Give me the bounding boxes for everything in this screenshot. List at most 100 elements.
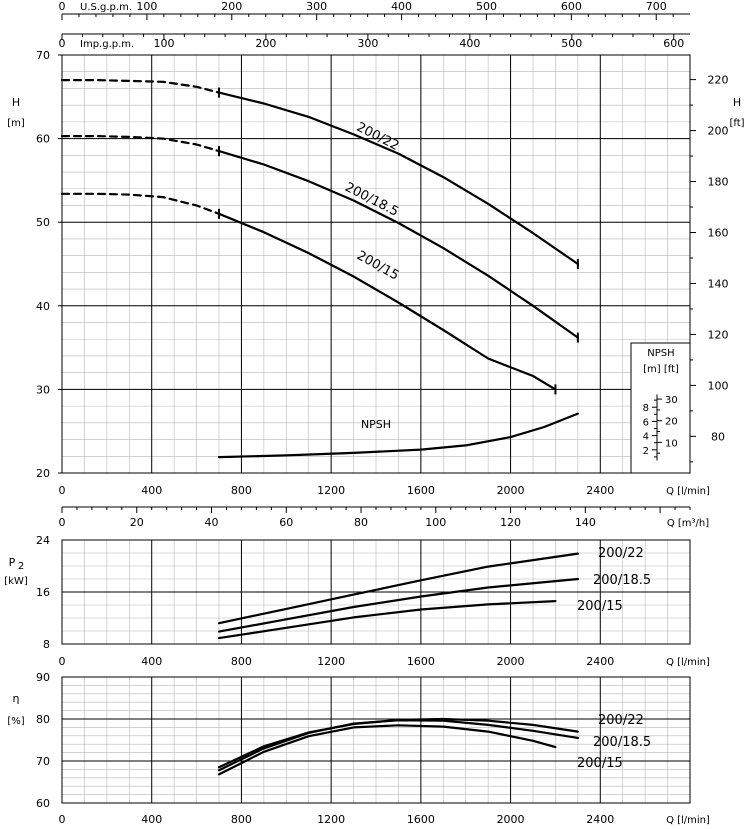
top-axis-tick-label: 600 bbox=[561, 0, 582, 13]
series-line-200/18.5 bbox=[217, 577, 579, 633]
x-tick-label: 1600 bbox=[407, 655, 435, 668]
series-label: 200/22 bbox=[598, 546, 644, 561]
top-axis-label: U.S.g.p.m. bbox=[80, 2, 132, 13]
y-axis-unit: [%] bbox=[7, 716, 24, 727]
x-tick-label: 0 bbox=[59, 655, 66, 668]
m3h-tick-label: 20 bbox=[130, 516, 144, 529]
plot-frame-efficiency bbox=[61, 676, 691, 804]
y-tick-label: 8 bbox=[43, 638, 50, 651]
y-tick-label: 16 bbox=[36, 586, 50, 599]
series-label: 200/15 bbox=[577, 756, 623, 771]
x-axis-label: Q [l/min] bbox=[666, 486, 710, 497]
series-dashed-200/22 bbox=[60, 79, 221, 94]
y-right-tick-label: 200 bbox=[708, 125, 729, 138]
series-line-200/15 bbox=[217, 212, 557, 391]
y-right-axis-label: H bbox=[733, 96, 741, 109]
npsh-inset-ft-label: 30 bbox=[665, 395, 678, 406]
npsh-inset-ft-label: 10 bbox=[665, 438, 678, 449]
m3h-tick-label: 40 bbox=[205, 516, 219, 529]
y-axis-unit: [kW] bbox=[4, 576, 28, 587]
x-axis-label: Q [l/min] bbox=[666, 657, 710, 668]
x-tick-label: 800 bbox=[231, 484, 252, 497]
m3h-tick-label: 140 bbox=[575, 516, 596, 529]
npsh-inset-box bbox=[630, 342, 691, 474]
y-right-tick-label: 140 bbox=[708, 277, 729, 290]
x-tick-label: 0 bbox=[59, 813, 66, 826]
top-axis-tick-label: 100 bbox=[153, 37, 174, 50]
y-tick-label: 20 bbox=[36, 467, 50, 480]
top-axis-tick-label: 400 bbox=[391, 0, 412, 13]
y-axis-label: P bbox=[9, 556, 16, 569]
plot-frame-power bbox=[61, 539, 691, 645]
x-tick-label: 2400 bbox=[586, 813, 614, 826]
x-tick-label: 2000 bbox=[497, 813, 525, 826]
y-tick-label: 70 bbox=[36, 49, 50, 62]
m3h-tick-label: 120 bbox=[500, 516, 521, 529]
x-tick-label: 2400 bbox=[586, 655, 614, 668]
top-axis-tick-label: 700 bbox=[646, 0, 667, 13]
top-axis-tick-label: 0 bbox=[59, 0, 66, 13]
y-tick-label: 70 bbox=[36, 755, 50, 768]
plot-frame-head bbox=[61, 54, 691, 474]
y-tick-label: 60 bbox=[36, 133, 50, 146]
top-axis-label: Imp.g.p.m. bbox=[80, 39, 134, 50]
x-tick-label: 1200 bbox=[317, 813, 345, 826]
x-tick-label: 400 bbox=[141, 484, 162, 497]
series-dashed-200/18.5 bbox=[60, 135, 221, 153]
y-tick-label: 50 bbox=[36, 216, 50, 229]
y-tick-label: 60 bbox=[36, 797, 50, 810]
npsh-inset-m-label: 6 bbox=[643, 417, 649, 428]
series-line-200/22 bbox=[217, 552, 579, 625]
series-line-200/22 bbox=[217, 91, 579, 266]
series-label: 200/15 bbox=[354, 248, 401, 283]
m3h-tick-label: 0 bbox=[59, 516, 66, 529]
series-dashed-200/15 bbox=[60, 192, 221, 215]
x-tick-label: 800 bbox=[231, 655, 252, 668]
x-tick-label: 800 bbox=[231, 813, 252, 826]
x-axis-label: Q [l/min] bbox=[666, 815, 710, 826]
y-axis-label: H bbox=[12, 96, 20, 109]
npsh-inset-m-label: 2 bbox=[643, 446, 649, 457]
y-right-tick-label: 180 bbox=[708, 176, 729, 189]
series-label: 200/15 bbox=[577, 599, 623, 614]
x-tick-label: 1600 bbox=[407, 813, 435, 826]
x-tick-label: 1200 bbox=[317, 655, 345, 668]
top-axis-tick-label: 500 bbox=[476, 0, 497, 13]
x-tick-label: 2400 bbox=[586, 484, 614, 497]
x-tick-label: 400 bbox=[141, 813, 162, 826]
x-tick-label: 400 bbox=[141, 655, 162, 668]
npsh-inset-units: [m] [ft] bbox=[643, 364, 679, 375]
x-tick-label: 2000 bbox=[497, 484, 525, 497]
y-right-axis-unit: [ft] bbox=[729, 118, 744, 129]
y-tick-label: 90 bbox=[36, 671, 50, 684]
top-axis-tick-label: 400 bbox=[459, 37, 480, 50]
top-axis-tick-label: 200 bbox=[221, 0, 242, 13]
top-axis-tick-label: 0 bbox=[59, 37, 66, 50]
series-label: 200/18.5 bbox=[593, 735, 651, 750]
x-tick-label: 1200 bbox=[317, 484, 345, 497]
y-tick-label: 24 bbox=[36, 534, 50, 547]
y-right-tick-label: 80 bbox=[711, 430, 725, 443]
y-right-tick-label: 160 bbox=[708, 226, 729, 239]
series-line-200/15 bbox=[217, 724, 557, 776]
m3h-tick-label: 100 bbox=[425, 516, 446, 529]
series-line-npsh bbox=[217, 412, 579, 459]
y-axis-label: η bbox=[13, 692, 20, 705]
series-label-npsh: NPSH bbox=[361, 418, 391, 431]
series-label: 200/22 bbox=[598, 713, 644, 728]
m3h-axis-label: Q [m³/h] bbox=[667, 518, 709, 529]
npsh-inset-m-label: 4 bbox=[643, 432, 649, 443]
npsh-inset-title: NPSH bbox=[647, 348, 674, 359]
series-label: 200/18.5 bbox=[593, 573, 651, 588]
y-tick-label: 30 bbox=[36, 383, 50, 396]
y-right-tick-label: 220 bbox=[708, 74, 729, 87]
y-tick-label: 80 bbox=[36, 713, 50, 726]
x-tick-label: 0 bbox=[59, 484, 66, 497]
y-right-tick-label: 100 bbox=[708, 379, 729, 392]
series-line-200/15 bbox=[217, 600, 557, 640]
x-tick-label: 2000 bbox=[497, 655, 525, 668]
m3h-tick-label: 80 bbox=[354, 516, 368, 529]
npsh-inset-ft-label: 20 bbox=[665, 417, 678, 428]
x-tick-label: 1600 bbox=[407, 484, 435, 497]
